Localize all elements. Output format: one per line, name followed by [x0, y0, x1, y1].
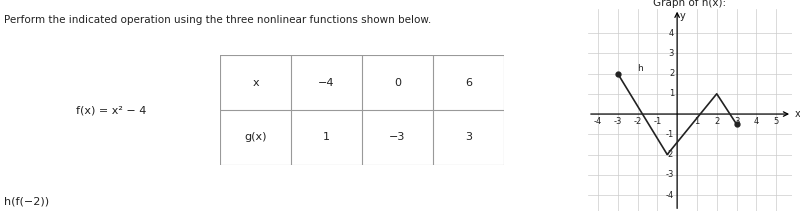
Text: h: h	[638, 64, 643, 73]
Text: 2: 2	[669, 69, 674, 78]
Text: -1: -1	[653, 117, 662, 126]
Text: 3: 3	[669, 49, 674, 58]
Text: 3: 3	[734, 117, 739, 126]
Text: 3: 3	[465, 132, 472, 143]
Text: x: x	[252, 77, 259, 88]
Text: 1: 1	[669, 89, 674, 98]
Text: -4: -4	[594, 117, 602, 126]
Text: 2: 2	[714, 117, 719, 126]
Text: x: x	[795, 109, 800, 119]
Text: -2: -2	[634, 117, 642, 126]
Text: h(f(−2)): h(f(−2))	[4, 197, 49, 207]
Text: 5: 5	[774, 117, 778, 126]
Text: −4: −4	[318, 77, 334, 88]
Text: 0: 0	[394, 77, 401, 88]
Text: 4: 4	[669, 29, 674, 38]
Text: 1: 1	[323, 132, 330, 143]
Text: -2: -2	[666, 150, 674, 159]
Title: Graph of h(x):: Graph of h(x):	[654, 0, 726, 8]
Text: -3: -3	[666, 170, 674, 179]
Text: f(x) = x² − 4: f(x) = x² − 4	[76, 105, 146, 115]
Text: 6: 6	[465, 77, 472, 88]
Text: Perform the indicated operation using the three nonlinear functions shown below.: Perform the indicated operation using th…	[4, 15, 431, 25]
Text: −3: −3	[390, 132, 406, 143]
Text: 1: 1	[694, 117, 699, 126]
Text: -4: -4	[666, 191, 674, 200]
Text: -3: -3	[614, 117, 622, 126]
Text: -1: -1	[666, 130, 674, 139]
Text: y: y	[680, 11, 686, 21]
Text: g(x): g(x)	[244, 132, 266, 143]
Text: 4: 4	[754, 117, 759, 126]
